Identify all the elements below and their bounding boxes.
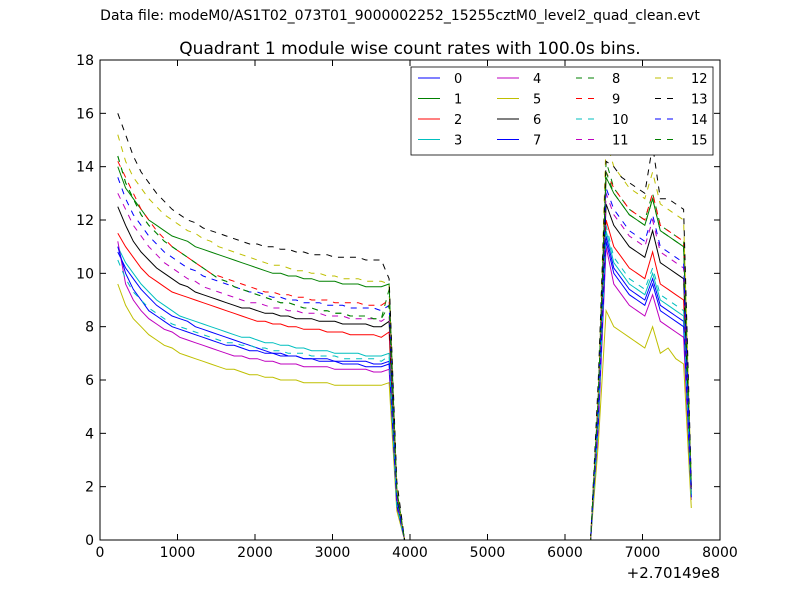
ticks-layer: 0 1000 2000 3000 4000 5000 6000 7000 80000246810… [76, 53, 738, 561]
y-tick-label: 18 [76, 53, 94, 69]
legend-label-11: 11 [612, 134, 629, 149]
y-tick-label: 16 [76, 106, 94, 122]
series-line-6 [117, 203, 692, 540]
legend-label-3: 3 [454, 134, 462, 149]
legend-label-9: 9 [612, 93, 620, 108]
legend-label-7: 7 [533, 134, 541, 149]
x-tick-label: 1000 [160, 545, 196, 561]
legend-label-2: 2 [454, 113, 462, 128]
series-line-14 [117, 177, 692, 540]
series-line-0 [117, 241, 692, 540]
series-line-11 [117, 193, 692, 540]
y-tick-label: 8 [85, 320, 94, 336]
x-tick-label: 0 [96, 545, 105, 561]
x-tick-label: 3000 [315, 545, 351, 561]
legend-label-0: 0 [454, 72, 462, 87]
series-line-10 [117, 225, 692, 540]
series-line-5 [117, 283, 692, 540]
x-tick-label: 5000 [470, 545, 506, 561]
legend-label-5: 5 [533, 93, 541, 108]
legend-label-14: 14 [691, 113, 708, 128]
x-tick-label: 4000 [392, 545, 428, 561]
series-line-15 [117, 155, 692, 540]
y-tick-label: 14 [76, 160, 94, 176]
legend-label-15: 15 [691, 134, 708, 149]
page-title: Data file: modeM0/AS1T02_073T01_90000022… [100, 8, 700, 24]
series-line-7 [117, 235, 692, 540]
y-tick-label: 2 [85, 480, 94, 496]
x-tick-label: 7000 [625, 545, 661, 561]
series-layer [117, 113, 692, 540]
y-tick-label: 6 [85, 373, 94, 389]
legend-label-4: 4 [533, 72, 541, 87]
x-tick-label: 8000 [702, 545, 738, 561]
legend-label-8: 8 [612, 72, 620, 87]
x-tick-label: 2000 [237, 545, 273, 561]
legend-label-1: 1 [454, 93, 462, 108]
series-line-3 [117, 230, 692, 540]
y-tick-label: 4 [85, 426, 94, 442]
y-tick-label: 0 [85, 533, 94, 549]
series-line-2 [117, 219, 692, 540]
series-line-4 [117, 241, 692, 540]
y-tick-label: 12 [76, 213, 94, 229]
x-axis-offset-label: +2.70149e8 [627, 564, 720, 582]
legend-label-10: 10 [612, 113, 629, 128]
series-line-13 [117, 113, 692, 540]
series-line-9 [117, 161, 692, 540]
legend-label-12: 12 [691, 72, 708, 87]
chart-title: Quadrant 1 module wise count rates with … [179, 39, 640, 59]
x-tick-label: 6000 [547, 545, 583, 561]
legend-box [410, 66, 714, 156]
legend-label-6: 6 [533, 113, 541, 128]
legend-label-13: 13 [691, 93, 708, 108]
y-tick-label: 10 [76, 266, 94, 282]
